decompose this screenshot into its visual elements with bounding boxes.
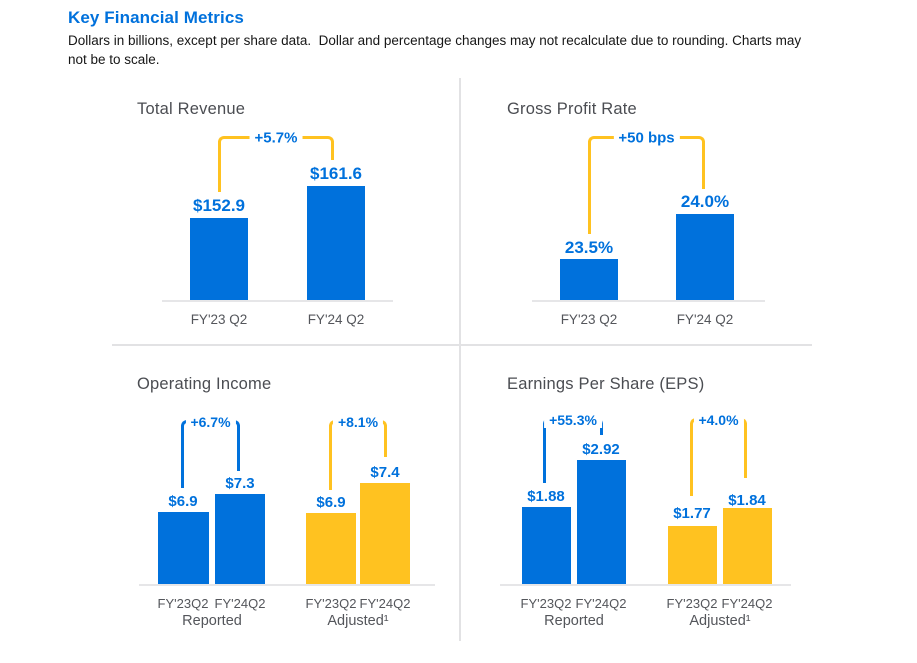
- page-title: Key Financial Metrics: [68, 8, 244, 27]
- bar-eps-adjusted-fy23: [668, 526, 717, 585]
- x-axis-label-gpr-fy24: FY'24 Q2: [676, 312, 734, 327]
- value-label-total-revenue-fy24: $161.6: [310, 164, 362, 183]
- bar-total-revenue-fy24: [307, 186, 365, 301]
- x-axis-label-oi-adjusted-fy24: FY'24Q2: [359, 596, 411, 611]
- value-label-eps-adjusted-fy23: $1.77: [673, 505, 711, 522]
- value-label-gpr-fy23: 23.5%: [564, 238, 614, 257]
- x-axis-label-gpr-fy23: FY'23 Q2: [560, 312, 618, 327]
- change-label: +8.1%: [332, 414, 384, 430]
- x-axis-line-oi: [139, 584, 435, 586]
- page-subtitle-line2: not be to scale.: [68, 52, 160, 67]
- quadrant-divider-horizontal: [112, 344, 812, 346]
- bar-gpr-fy23: [560, 259, 618, 301]
- value-label-total-revenue-fy23: $152.9: [193, 196, 245, 215]
- x-axis-label-eps-reported-fy23: FY'23Q2: [520, 596, 572, 611]
- chart-title-operating-income: Operating Income: [137, 375, 272, 393]
- value-label-gpr-fy24: 24.0%: [680, 192, 730, 211]
- x-axis-label-oi-adjusted-fy23: FY'23Q2: [305, 596, 357, 611]
- bar-eps-reported-fy24: [577, 460, 626, 585]
- change-label: +6.7%: [185, 414, 236, 430]
- x-axis-label-eps-adjusted-fy23: FY'23Q2: [666, 596, 718, 611]
- page-subtitle: Dollars in billions, except per share da…: [68, 31, 878, 69]
- value-label-oi-reported-fy23: $6.9: [168, 493, 198, 510]
- change-label: +5.7%: [249, 129, 303, 147]
- value-label-eps-reported-fy23: $1.88: [527, 488, 565, 505]
- x-axis-line-gpr: [532, 300, 765, 302]
- x-axis-label-eps-reported-fy24: FY'24Q2: [575, 596, 627, 611]
- value-label-oi-reported-fy24: $7.3: [225, 475, 255, 492]
- bracket-left-arm: [218, 136, 276, 192]
- x-axis-label-oi-reported-fy24: FY'24Q2: [214, 596, 266, 611]
- group-label-oi-reported: Reported: [182, 613, 242, 629]
- x-axis-line-eps: [500, 584, 791, 586]
- quadrant-divider-vertical: [459, 78, 461, 641]
- bar-oi-reported-fy24: [215, 494, 265, 585]
- group-label-eps-adjusted: Adjusted¹: [689, 613, 751, 629]
- x-axis-line-total-revenue: [162, 300, 393, 302]
- change-label: +4.0%: [693, 412, 744, 428]
- chart-title-eps: Earnings Per Share (EPS): [507, 375, 705, 393]
- value-label-eps-adjusted-fy24: $1.84: [728, 492, 766, 509]
- bar-total-revenue-fy23: [190, 218, 248, 301]
- bracket-left-arm: [690, 418, 719, 496]
- value-label-oi-adjusted-fy24: $7.4: [370, 464, 400, 481]
- bar-eps-reported-fy23: [522, 507, 571, 585]
- bracket-right-arm: [276, 136, 334, 160]
- value-label-oi-adjusted-fy23: $6.9: [316, 494, 346, 511]
- x-axis-label-total-revenue-fy23: FY'23 Q2: [190, 312, 248, 327]
- page-subtitle-line1: Dollars in billions, except per share da…: [68, 33, 802, 48]
- chart-title-total-revenue: Total Revenue: [137, 100, 246, 118]
- bar-gpr-fy24: [676, 214, 734, 301]
- bar-eps-adjusted-fy24: [723, 508, 772, 585]
- value-label-eps-reported-fy24: $2.92: [582, 441, 620, 458]
- bar-oi-reported-fy23: [158, 512, 209, 585]
- change-label: +50 bps: [613, 129, 680, 147]
- bracket-left-arm: [588, 136, 647, 234]
- x-axis-label-oi-reported-fy23: FY'23Q2: [157, 596, 209, 611]
- x-axis-label-eps-adjusted-fy24: FY'24Q2: [721, 596, 773, 611]
- bar-oi-adjusted-fy23: [306, 513, 356, 585]
- bar-oi-adjusted-fy24: [360, 483, 410, 585]
- change-label: +55.3%: [544, 412, 602, 428]
- chart-title-gross-profit-rate: Gross Profit Rate: [507, 100, 637, 118]
- group-label-eps-reported: Reported: [544, 613, 604, 629]
- group-label-oi-adjusted: Adjusted¹: [327, 613, 389, 629]
- x-axis-label-total-revenue-fy24: FY'24 Q2: [307, 312, 365, 327]
